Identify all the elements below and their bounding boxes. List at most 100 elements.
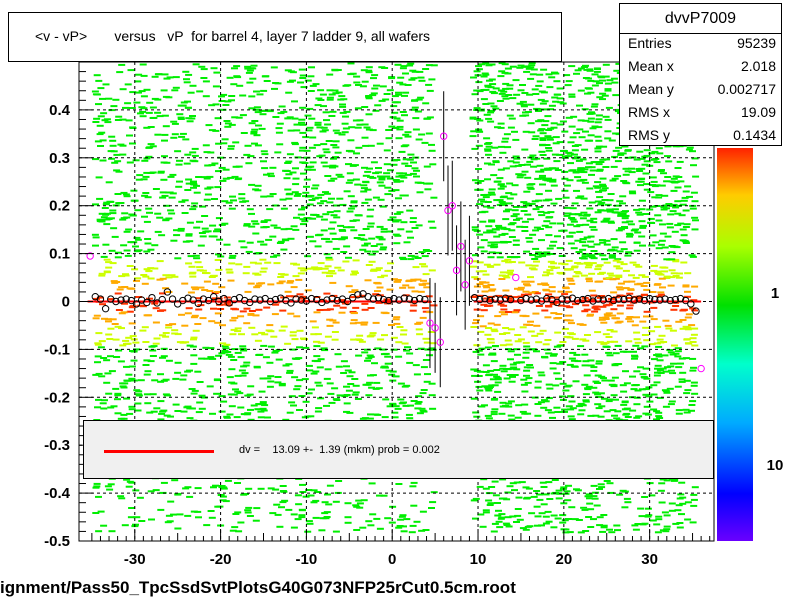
density-cell (390, 278, 398, 281)
density-cell (388, 125, 396, 128)
density-cell (383, 93, 391, 95)
density-cell (688, 404, 696, 406)
density-cell (206, 186, 214, 189)
density-cell (316, 126, 324, 129)
density-cell (566, 223, 574, 226)
density-cell (258, 390, 266, 393)
density-cell (487, 109, 495, 112)
density-cell (592, 161, 600, 164)
density-cell (523, 374, 530, 377)
density-cell (584, 92, 591, 95)
density-cell (267, 283, 275, 286)
density-cell (471, 226, 479, 229)
density-cell (149, 106, 157, 109)
density-cell (546, 136, 554, 139)
density-cell (410, 504, 418, 507)
density-cell (91, 90, 99, 93)
density-cell (227, 147, 235, 150)
density-cell (493, 369, 501, 371)
density-cell (525, 487, 533, 490)
density-cell (600, 397, 608, 400)
density-cell (559, 102, 567, 105)
density-cell (411, 227, 419, 229)
density-cell (289, 334, 297, 337)
density-cell (213, 379, 221, 382)
density-cell (628, 171, 636, 174)
density-cell (631, 324, 639, 327)
density-cell (231, 175, 239, 178)
density-cell (691, 285, 699, 288)
density-cell (218, 166, 226, 169)
density-cell (565, 290, 573, 293)
density-cell (125, 373, 133, 376)
density-cell (523, 250, 531, 253)
density-cell (641, 334, 649, 336)
density-cell (504, 208, 512, 211)
density-cell (365, 66, 373, 69)
density-cell (237, 406, 245, 409)
profile-point (640, 296, 649, 305)
density-cell (129, 142, 136, 145)
density-cell (625, 251, 633, 254)
density-cell (678, 357, 686, 360)
density-cell (120, 217, 128, 220)
density-cell (556, 247, 564, 250)
density-cell (269, 193, 277, 195)
density-cell (398, 402, 406, 405)
density-cell (365, 357, 373, 360)
density-cell (251, 220, 259, 223)
density-cell (214, 259, 222, 261)
density-cell (285, 160, 293, 163)
density-cell (157, 373, 164, 376)
density-cell (528, 291, 536, 294)
density-cell (642, 367, 650, 370)
density-cell (347, 226, 355, 229)
density-cell (543, 211, 551, 214)
density-cell (527, 187, 535, 190)
density-cell (521, 412, 529, 415)
density-cell (660, 172, 667, 175)
density-cell (402, 91, 410, 94)
density-cell (525, 204, 533, 207)
density-cell (561, 408, 569, 411)
density-cell (349, 322, 357, 325)
density-cell (508, 261, 516, 263)
density-cell (305, 520, 313, 523)
density-cell (399, 514, 407, 517)
density-cell (658, 184, 666, 187)
density-cell (672, 206, 680, 209)
density-cell (97, 346, 105, 349)
density-cell (367, 524, 375, 527)
density-cell (401, 94, 408, 97)
density-cell (105, 181, 113, 184)
density-cell (422, 529, 430, 531)
density-cell (545, 305, 553, 308)
profile-point (457, 242, 465, 251)
density-cell (568, 93, 576, 96)
density-cell (539, 154, 547, 156)
density-cell (563, 319, 571, 322)
density-cell (517, 361, 525, 364)
density-cell (240, 349, 248, 352)
profile-point (426, 319, 434, 327)
density-cell (123, 342, 130, 345)
density-cell (226, 76, 234, 79)
density-cell (149, 355, 157, 357)
density-cell (92, 486, 100, 489)
density-cell (482, 73, 490, 76)
density-cell (253, 106, 261, 109)
density-cell (194, 261, 202, 264)
density-cell (399, 83, 407, 86)
density-cell (136, 496, 144, 499)
density-cell (308, 146, 316, 149)
density-cell (662, 370, 670, 373)
density-cell (690, 333, 698, 336)
density-cell (418, 79, 426, 82)
density-cell (200, 396, 208, 399)
density-cell (132, 245, 139, 248)
density-cell (232, 165, 240, 168)
density-cell (577, 195, 585, 198)
density-cell (559, 395, 567, 398)
density-cell (499, 202, 507, 205)
density-cell (180, 374, 188, 377)
